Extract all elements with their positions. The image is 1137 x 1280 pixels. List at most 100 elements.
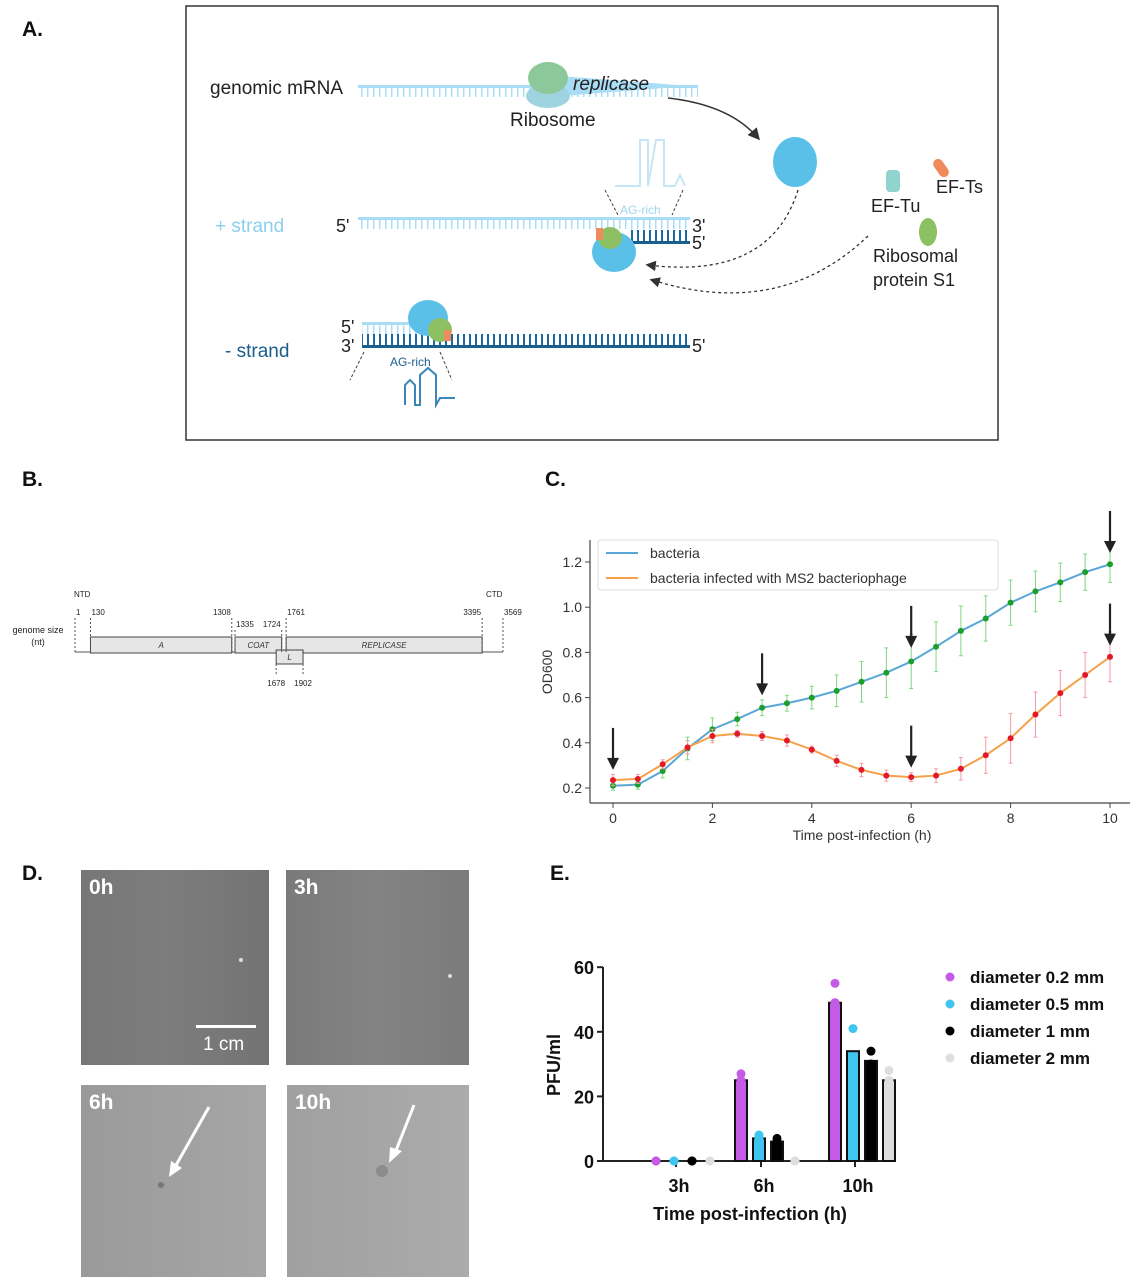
scale-bar (196, 1025, 256, 1028)
speck (239, 958, 243, 962)
data-point (1057, 579, 1064, 586)
tick-label: 1902 (294, 679, 312, 688)
minus-ag-rich-callout (349, 351, 453, 381)
sampling-arrowhead-icon (607, 757, 619, 770)
y-tick-label: 0.4 (563, 735, 583, 751)
data-point (1107, 561, 1113, 568)
panel-c-growth-chart: 0 2 4 6 8 10 0.2 0.4 0.6 0.8 1.0 1.2 Time post-infec… (539, 510, 1130, 843)
tick-label: 130 (91, 608, 105, 617)
data-point (759, 733, 766, 740)
data-point (858, 678, 865, 685)
data-point (982, 615, 989, 622)
nascent-strand-backbone (628, 241, 690, 244)
data-point (1057, 690, 1064, 697)
data-point (957, 765, 964, 772)
plaque-photo-10h: 10h (287, 1085, 469, 1277)
ntd-label: NTD (74, 590, 91, 599)
data-point (833, 757, 840, 764)
minus-strand (362, 345, 690, 348)
ef-ts-icon (933, 158, 949, 178)
data-point (1107, 653, 1113, 660)
replicase-protein-icon (773, 137, 817, 187)
replicate-point (884, 1078, 894, 1088)
data-point (610, 777, 616, 784)
replicate-point (848, 1024, 858, 1034)
gene-label: A (157, 641, 163, 650)
sampling-arrowhead-icon (905, 635, 918, 648)
sampling-arrowhead-icon (756, 683, 769, 696)
data-point (982, 752, 989, 759)
replicate-point (866, 1059, 876, 1069)
y-tick-label: 20 (574, 1087, 594, 1107)
tick-label: 1335 (236, 620, 254, 629)
bar (846, 1050, 860, 1163)
y-tick-label: 60 (574, 958, 594, 978)
legend-marker (945, 1053, 955, 1063)
gene-label: COAT (248, 641, 271, 650)
data-point (808, 746, 815, 753)
data-point (659, 768, 666, 775)
legend-box (597, 539, 999, 591)
replicate-point (705, 1156, 715, 1166)
ef-ts-bound-icon (596, 228, 603, 240)
minus-strand-5prime: 5' (692, 336, 705, 356)
y-tick-label: 0 (584, 1152, 594, 1172)
photo-time-label: 3h (294, 876, 319, 899)
replicate-point (669, 1156, 679, 1166)
tick-label: 1 (76, 608, 81, 617)
data-point (1082, 569, 1089, 576)
replicate-point (830, 978, 840, 988)
sampling-arrowhead-icon (905, 755, 918, 768)
y-axis-title: PFU/ml (544, 1034, 564, 1096)
panel-a-label: A. (22, 18, 43, 41)
scale-bar-label: 1 cm (203, 1034, 245, 1055)
ctd-label: CTD (486, 590, 503, 599)
legend-label: bacteria (650, 545, 700, 561)
panel-c-label: C. (545, 468, 566, 491)
data-point (908, 774, 915, 781)
ef-ts-bound-minus-icon (444, 330, 451, 341)
stem-loop-structure-minus (404, 366, 455, 409)
minus-nascent-5prime: 5' (341, 317, 354, 337)
tick-label: 3569 (504, 608, 522, 617)
data-point (1032, 588, 1039, 595)
gene-label: REPLICASE (362, 641, 408, 650)
ef-tu-icon (886, 170, 900, 192)
translation-arrow (667, 97, 760, 141)
plus-strand (358, 217, 690, 220)
x-tick-label: 3h (668, 1176, 689, 1196)
x-tick-label: 2 (709, 810, 717, 826)
tick-label: 1678 (267, 679, 285, 688)
legend-label: diameter 0.5 mm (970, 995, 1104, 1014)
replicate-point (736, 1078, 746, 1088)
gene-a (89, 636, 233, 654)
replicase-gene-arrow (560, 76, 690, 96)
x-tick-label: 10h (842, 1176, 873, 1196)
ribosome-label: Ribosome (510, 110, 596, 131)
plaque-photo-0h: 0h 1 cm (81, 870, 269, 1065)
x-tick-label: 6 (907, 810, 915, 826)
bar (734, 1079, 748, 1162)
replicate-point (754, 1133, 764, 1143)
photo-time-label: 0h (89, 876, 114, 899)
data-point (659, 761, 666, 768)
bar (864, 1059, 878, 1162)
legend-label: bacteria infected with MS2 bacteriophage (650, 570, 907, 586)
y-tick-label: 0.2 (563, 780, 583, 796)
bar (882, 1079, 896, 1162)
tick-label: 1308 (213, 608, 231, 617)
legend-marker (945, 1026, 955, 1036)
nascent-minus-strand (628, 230, 690, 242)
tick-label: 3395 (463, 608, 481, 617)
data-point (734, 730, 741, 737)
ef-tu-label: EF-Tu (871, 196, 920, 216)
x-tick-label: 0 (609, 810, 617, 826)
x-tick-label: 6h (753, 1176, 774, 1196)
genome-size-label: genome size (12, 625, 63, 635)
replicate-point (848, 1053, 858, 1063)
sampling-arrowhead-icon (1104, 540, 1116, 553)
gene-label: L (287, 653, 291, 662)
panel-a-frame (185, 5, 999, 441)
panel-a-diagram: genomic mRNA replicase Ribosome EF-Ts EF… (185, 5, 999, 441)
